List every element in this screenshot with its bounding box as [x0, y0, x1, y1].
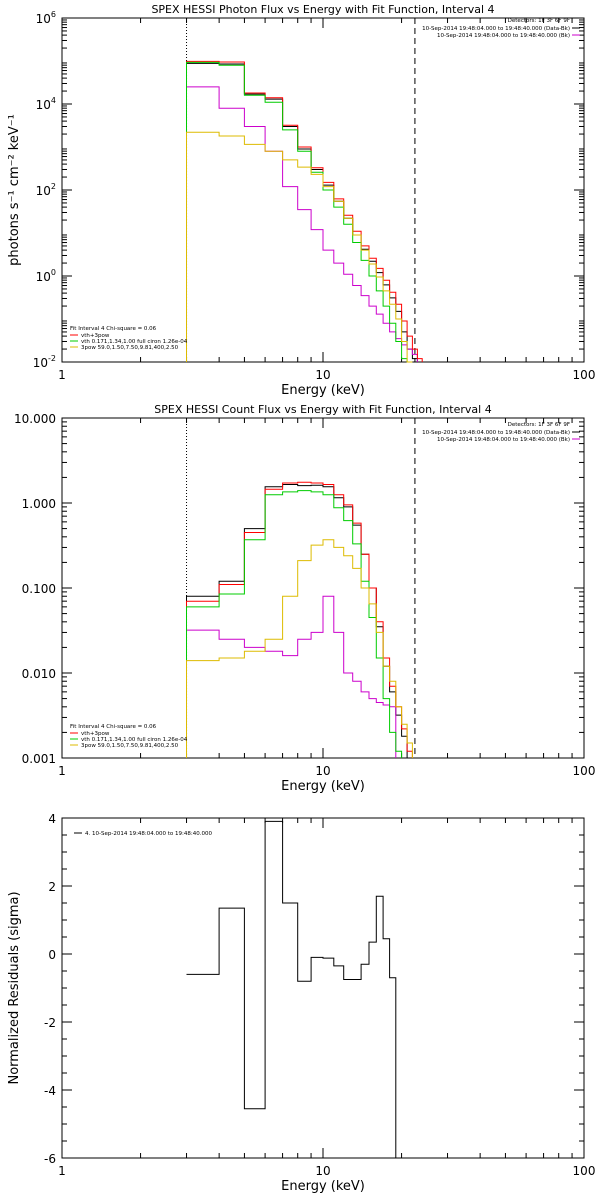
x-tick-label: 100	[573, 1164, 596, 1178]
y-tick-label: 0.001	[22, 752, 56, 766]
series-line-0	[186, 820, 397, 1158]
y-axis-label: Normalized Residuals (sigma)	[7, 891, 22, 1084]
y-tick-label: 106	[36, 10, 56, 26]
y-tick-label: -2	[44, 1016, 56, 1030]
chart-title: SPEX HESSI Count Flux vs Energy with Fit…	[154, 403, 491, 416]
plot-frame	[61, 817, 585, 1159]
x-axis-label: Energy (keV)	[281, 1179, 365, 1194]
series-line-2	[186, 60, 423, 362]
fit-info-entry: vth 0.171,1.34,1.00 full ciron 1.26e-04	[81, 339, 188, 345]
y-tick-exponent: 4	[51, 96, 56, 105]
legend-header: Detectors: 1F 3F 6F 9F	[508, 18, 570, 24]
y-tick-label: 4	[48, 812, 56, 826]
y-tick-base: 10	[36, 98, 51, 112]
x-axis-label: Energy (keV)	[281, 383, 365, 398]
y-axis-label: photons s⁻¹ cm⁻² keV⁻¹	[7, 114, 22, 266]
y-tick-base: 10	[36, 270, 51, 284]
chart-title: SPEX HESSI Photon Flux vs Energy with Fi…	[151, 3, 494, 16]
legend-entry: 10-Sep-2014 19:48:04.000 to 19:48:40.000…	[422, 26, 570, 32]
y-tick-label: 10-2	[33, 354, 56, 370]
series-line-3	[186, 490, 403, 758]
y-tick-label: 0	[48, 948, 56, 962]
y-tick-label: 104	[36, 96, 56, 112]
fit-info-title: Fit Interval 4 Chi-square = 0.06	[70, 326, 157, 332]
x-axis-label: Energy (keV)	[281, 779, 365, 794]
x-tick-label: 1	[58, 1164, 66, 1178]
x-tick-label: 10	[315, 1164, 330, 1178]
x-tick-label: 10	[315, 764, 330, 778]
residuals-panel: 1 10 100 Energy (keV) -6 -4 -2 0 2 4 Normalized Re…	[7, 812, 595, 1194]
y-tick-base: 10	[36, 184, 51, 198]
fit-info-entry: vth 0.171,1.34,1.00 full ciron 1.26e-04	[81, 737, 188, 743]
y-tick-label: 2	[48, 880, 56, 894]
y-tick-label: 0.010	[22, 667, 56, 681]
fit-info-entry: 3pow 59.0,1.50,7.50,9.81,400,2.50	[81, 743, 179, 749]
y-tick-label: 102	[36, 182, 56, 198]
legend-entry: 10-Sep-2014 19:48:04.000 to 19:48:40.000…	[437, 437, 570, 443]
y-tick-exponent: -2	[48, 354, 56, 363]
y-tick-label: -4	[44, 1084, 56, 1098]
y-tick-exponent: 2	[51, 182, 56, 191]
legend-header: Detectors: 1F 3F 6F 9F	[508, 422, 570, 428]
y-tick-label: -6	[44, 1152, 56, 1166]
y-tick-label: 0.100	[22, 582, 56, 596]
plot-frame	[61, 417, 585, 759]
fit-info-entry: vth+3pow	[81, 731, 110, 737]
series-line-4	[186, 131, 413, 363]
y-tick-label: 1.000	[22, 497, 56, 511]
fit-info-entry: 3pow 59.0,1.50,7.50,9.81,400,2.50	[81, 345, 179, 351]
series-line-4	[186, 539, 413, 758]
legend-entry: 10-Sep-2014 19:48:04.000 to 19:48:40.000…	[422, 430, 570, 436]
y-tick-label: 100	[36, 268, 56, 284]
x-tick-label: 1	[58, 368, 66, 382]
photon-flux-panel: SPEX HESSI Photon Flux vs Energy with Fi…	[7, 3, 595, 398]
legend-entry: 4. 10-Sep-2014 19:48:04.000 to 19:48:40.…	[85, 831, 212, 837]
y-tick-label: 10.000	[14, 412, 56, 426]
y-tick-base: 10	[33, 356, 48, 370]
series-line-2	[186, 481, 413, 758]
series-line-1	[186, 595, 397, 758]
series-line-0	[186, 484, 408, 758]
series-line-1	[186, 86, 418, 362]
count-flux-panel: SPEX HESSI Count Flux vs Energy with Fit…	[14, 403, 595, 794]
y-tick-exponent: 0	[51, 268, 56, 277]
x-tick-label: 1	[58, 764, 66, 778]
y-tick-exponent: 6	[51, 10, 56, 19]
fit-info-entry: vth+3pow	[81, 333, 110, 339]
x-tick-label: 100	[573, 764, 596, 778]
y-tick-base: 10	[36, 12, 51, 26]
x-tick-label: 100	[573, 368, 596, 382]
fit-info-title: Fit Interval 4 Chi-square = 0.06	[70, 724, 157, 730]
x-tick-label: 10	[315, 368, 330, 382]
legend-entry: 10-Sep-2014 19:48:04.000 to 19:48:40.000…	[437, 33, 570, 39]
